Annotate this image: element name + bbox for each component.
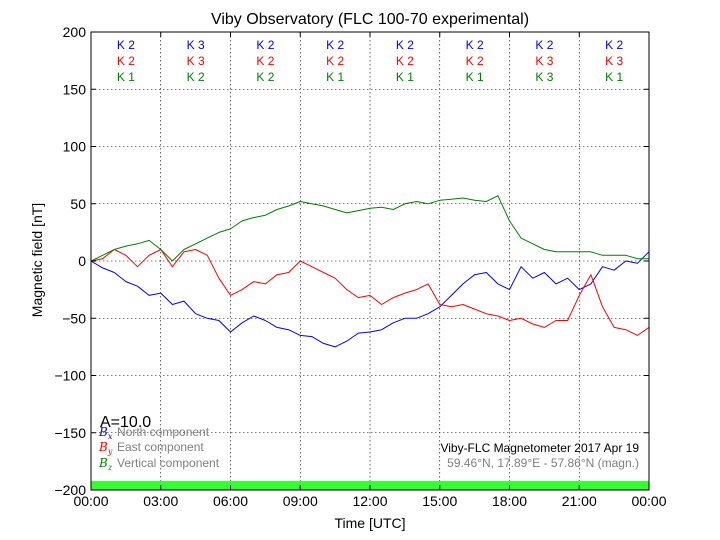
x-tick-label: 12:00 bbox=[352, 493, 387, 509]
y-tick-label: 100 bbox=[63, 139, 87, 155]
x-tick-label: 03:00 bbox=[143, 493, 178, 509]
legend-label-east: East component bbox=[117, 440, 204, 454]
k-index-green-0: K 1 bbox=[117, 70, 135, 84]
k-index-green-7: K 1 bbox=[605, 70, 623, 84]
series-line-north bbox=[91, 251, 649, 348]
legend-entry-east: By East component bbox=[98, 440, 204, 456]
axes bbox=[90, 31, 650, 491]
k-index-red-5: K 2 bbox=[466, 54, 484, 68]
series-line-vertical bbox=[91, 195, 649, 262]
y-tick-label: −200 bbox=[54, 482, 86, 498]
k-index-red-2: K 2 bbox=[256, 54, 274, 68]
chart-title: Viby Observatory (FLC 100-70 experimenta… bbox=[211, 11, 529, 28]
legend-label-vertical: Vertical component bbox=[117, 456, 220, 470]
k-index-green-1: K 2 bbox=[187, 70, 205, 84]
k-index-blue-7: K 2 bbox=[605, 38, 623, 52]
legend-symbol-vertical: Bz bbox=[98, 456, 113, 472]
x-tick-label: 18:00 bbox=[492, 493, 527, 509]
k-index-green-4: K 1 bbox=[396, 70, 414, 84]
y-tick-label: −150 bbox=[54, 425, 86, 441]
k-index-blue-3: K 2 bbox=[326, 38, 344, 52]
legend: Bx North component By East component Bz … bbox=[98, 425, 220, 472]
k-index-blue-4: K 2 bbox=[396, 38, 414, 52]
y-tick-label: 200 bbox=[63, 24, 87, 40]
y-tick-label: 150 bbox=[63, 81, 87, 97]
grid-lines bbox=[91, 32, 649, 490]
k-index-green-2: K 2 bbox=[256, 70, 274, 84]
k-index-green-3: K 1 bbox=[326, 70, 344, 84]
series-lines bbox=[91, 195, 649, 348]
x-tick-label: 00:00 bbox=[631, 493, 666, 509]
k-index-red-1: K 3 bbox=[187, 54, 205, 68]
y-tick-label: 0 bbox=[78, 253, 86, 269]
location-info: 59.46°N, 17.89°E - 57.86°N (magn.) bbox=[447, 456, 639, 470]
instrument-info: Viby-FLC Magnetometer 2017 Apr 19 bbox=[440, 441, 639, 455]
k-index-green-5: K 1 bbox=[466, 70, 484, 84]
legend-entry-north: Bx North component bbox=[98, 425, 210, 441]
k-index-red-6: K 3 bbox=[535, 54, 553, 68]
legend-symbol-north: Bx bbox=[98, 425, 113, 441]
x-tick-label: 06:00 bbox=[213, 493, 248, 509]
x-axis-label: Time [UTC] bbox=[334, 515, 405, 531]
k-index-red-3: K 2 bbox=[326, 54, 344, 68]
k-index-labels: K 2 K 3 K 2 K 2 K 2 K 2 K 2 K 2 K 2 K 3 K 2 K 2 K 2 K… bbox=[117, 38, 624, 84]
a-index-label: A=10.0 bbox=[100, 414, 151, 431]
series-line-east bbox=[91, 249, 649, 336]
x-tick-label: 00:00 bbox=[73, 493, 108, 509]
legend-label-north: North component bbox=[117, 425, 210, 439]
x-tick-label: 15:00 bbox=[422, 493, 457, 509]
x-tick-label: 09:00 bbox=[283, 493, 318, 509]
k-index-red-4: K 2 bbox=[396, 54, 414, 68]
y-tick-label: −50 bbox=[62, 310, 86, 326]
k-index-blue-6: K 2 bbox=[535, 38, 553, 52]
x-tick-label: 21:00 bbox=[562, 493, 597, 509]
legend-entry-vertical: Bz Vertical component bbox=[98, 456, 220, 472]
k-index-red-0: K 2 bbox=[117, 54, 135, 68]
k-index-green-6: K 3 bbox=[535, 70, 553, 84]
k-index-red-7: K 3 bbox=[605, 54, 623, 68]
y-tick-label: −100 bbox=[54, 368, 86, 384]
y-tick-label: 50 bbox=[70, 196, 86, 212]
legend-symbol-east: By bbox=[98, 440, 113, 456]
k-index-blue-5: K 2 bbox=[466, 38, 484, 52]
tick-labels: 00:00 03:00 06:00 09:00 12:00 15:00 18:00 21:00… bbox=[54, 24, 666, 509]
k-index-blue-0: K 2 bbox=[117, 38, 135, 52]
k-index-blue-1: K 3 bbox=[187, 38, 205, 52]
k-index-blue-2: K 2 bbox=[256, 38, 274, 52]
y-axis-label: Magnetic field [nT] bbox=[29, 203, 45, 317]
